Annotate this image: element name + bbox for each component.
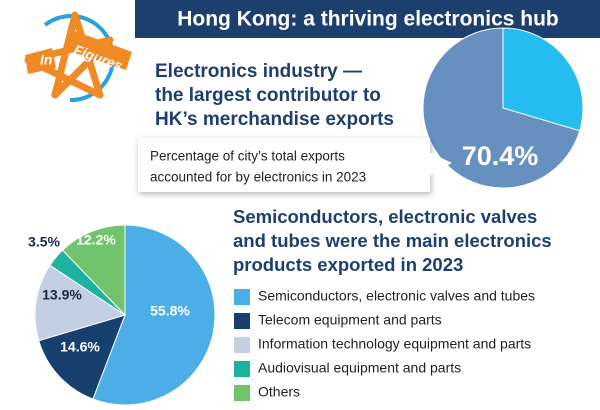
logo-text: In <box>40 52 52 68</box>
legend-label: Information technology equipment and par… <box>258 336 531 352</box>
callout-text: accounted for by electronics in 2023 <box>150 170 366 185</box>
legend-swatch <box>234 385 250 401</box>
legend-label: Audiovisual equipment and parts <box>258 360 461 376</box>
pie-slice <box>61 224 126 317</box>
data-label: 70.4% <box>462 141 539 171</box>
data-label: 12.2% <box>76 232 116 248</box>
data-label: 14.6% <box>60 339 100 355</box>
chart-title: products exported in 2023 <box>233 254 463 275</box>
callout-pointer <box>429 152 452 176</box>
legend-swatch <box>234 337 250 353</box>
data-label: 13.9% <box>42 287 82 303</box>
chart-title: HK’s merchandise exports <box>155 109 394 130</box>
chart-title: Semiconductors, electronic valves <box>233 206 537 227</box>
pie-chart: Semiconductors, electronic valves and tub… <box>28 206 552 406</box>
pie-chart: Electronics industry — the largest contri… <box>155 27 584 189</box>
legend-swatch <box>234 361 250 377</box>
pie-slice <box>502 27 584 132</box>
legend-label: Others <box>258 384 300 400</box>
data-label: 3.5% <box>28 234 60 250</box>
pie-slice <box>38 314 126 400</box>
data-label: 55.8% <box>150 303 190 319</box>
chart-title: and tubes were the main electronics <box>233 230 552 251</box>
page-title: Hong Kong: a thriving electronics hub <box>177 8 559 31</box>
pie-slice <box>92 224 216 406</box>
logo: In Figures <box>24 11 132 103</box>
legend-swatch <box>234 289 250 305</box>
legend-swatch <box>234 313 250 329</box>
pie-slice <box>34 264 127 342</box>
chart-title: Electronics industry — <box>155 61 362 82</box>
legend-label: Telecom equipment and parts <box>258 312 442 328</box>
callout-box <box>138 138 430 192</box>
chart-title: the largest contributor to <box>155 85 381 106</box>
legend-label: Semiconductors, electronic valves and tu… <box>258 288 535 304</box>
pie-slice <box>422 27 581 189</box>
callout-text: Percentage of city’s total exports <box>150 149 345 164</box>
